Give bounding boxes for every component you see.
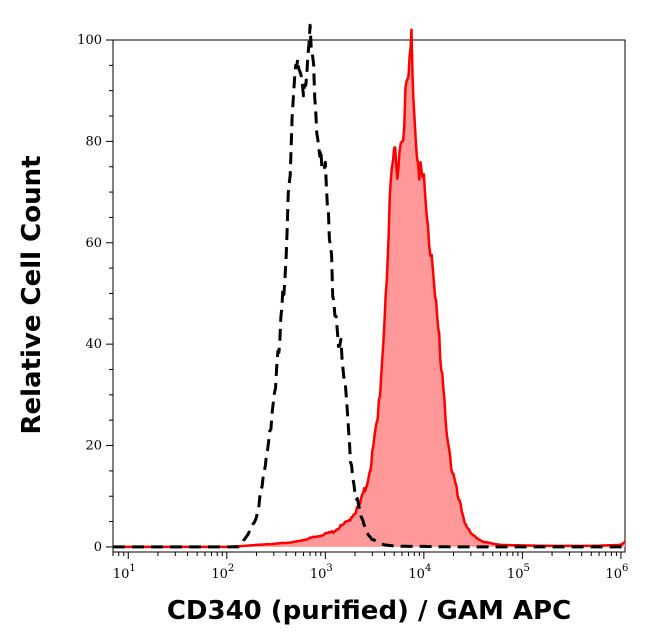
series-black-dashed [112,23,626,549]
x-tick-label: 106 [605,563,628,582]
x-tick-label: 105 [507,563,530,582]
x-tick-label: 101 [113,563,136,582]
red-histogram-fill [113,29,625,547]
plot-frame [112,39,626,553]
red-histogram-line [112,28,626,549]
x-tick-label: 103 [310,563,333,582]
x-axis-title: CD340 (purified) / GAM APC [167,596,571,626]
y-tick-label: 40 [85,337,102,352]
black-histogram-line [112,23,626,549]
y-tick-label: 80 [85,134,102,149]
x-tick-label: 104 [408,563,431,582]
y-tick-label: 0 [94,540,102,555]
series-red-filled [112,28,626,549]
y-tick-label: 60 [85,236,102,251]
y-axis: 0 20 40 60 80 100 [77,33,113,555]
y-axis-title: Relative Cell Count [17,155,47,434]
y-tick-label: 100 [77,33,102,48]
y-tick-label: 20 [85,439,102,454]
x-axis: 101 102 103 104 105 106 [112,552,628,582]
x-tick-label: 102 [211,563,234,582]
